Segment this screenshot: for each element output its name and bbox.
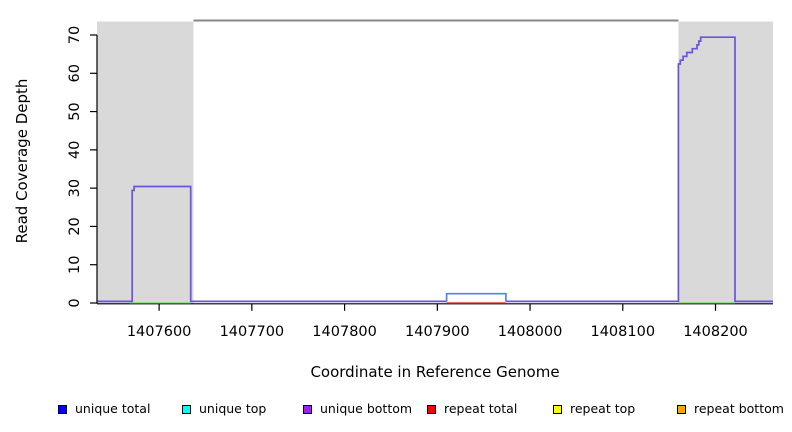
x-tick-label: 1407800 bbox=[312, 324, 377, 340]
x-axis-title: Coordinate in Reference Genome bbox=[310, 363, 560, 381]
y-tick-label: 70 bbox=[67, 26, 83, 44]
y-tick-label: 0 bbox=[67, 298, 83, 307]
legend-swatch-icon bbox=[58, 404, 67, 414]
x-tick-label: 1408200 bbox=[683, 324, 748, 340]
shaded-region bbox=[97, 21, 194, 304]
legend-label: repeat total bbox=[444, 401, 518, 416]
legend-swatch-icon bbox=[553, 404, 562, 414]
x-tick-label: 1408100 bbox=[590, 324, 655, 340]
coverage-trace bbox=[97, 185, 447, 303]
legend-swatch-icon bbox=[182, 404, 191, 414]
x-tick-label: 1407700 bbox=[220, 324, 285, 340]
y-tick-label: 40 bbox=[67, 141, 83, 159]
x-tick-label: 1407900 bbox=[405, 324, 470, 340]
y-tick-label: 30 bbox=[67, 179, 83, 197]
y-tick-label: 10 bbox=[67, 255, 83, 273]
legend-item-repeat-top: repeat top bbox=[553, 400, 635, 418]
legend-item-repeat-bottom: repeat bottom bbox=[677, 400, 784, 418]
shaded-region bbox=[678, 21, 773, 304]
coverage-trace bbox=[505, 36, 773, 303]
legend-label: repeat bottom bbox=[694, 401, 784, 416]
y-tick-label: 20 bbox=[67, 217, 83, 235]
legend-swatch-icon bbox=[677, 404, 686, 414]
y-tick-label: 50 bbox=[67, 102, 83, 120]
legend: unique total unique top unique bottom repea… bbox=[0, 400, 792, 420]
legend-label: unique total bbox=[75, 401, 151, 416]
legend-swatch-icon bbox=[303, 404, 312, 414]
legend-label: unique top bbox=[199, 401, 267, 416]
legend-item-unique-total: unique total bbox=[58, 400, 150, 418]
x-tick-label: 1407600 bbox=[127, 324, 192, 340]
y-tick-label: 60 bbox=[67, 64, 83, 82]
legend-label: repeat top bbox=[570, 401, 636, 416]
legend-item-repeat-total: repeat total bbox=[427, 400, 517, 418]
legend-item-unique-bottom: unique bottom bbox=[303, 400, 412, 418]
x-tick-label: 1408000 bbox=[498, 324, 563, 340]
legend-label: unique bottom bbox=[320, 401, 413, 416]
legend-swatch-icon bbox=[427, 404, 436, 414]
y-axis-title: Read Coverage Depth bbox=[13, 78, 31, 244]
coverage-trace bbox=[445, 292, 507, 302]
legend-item-unique-top: unique top bbox=[182, 400, 266, 418]
